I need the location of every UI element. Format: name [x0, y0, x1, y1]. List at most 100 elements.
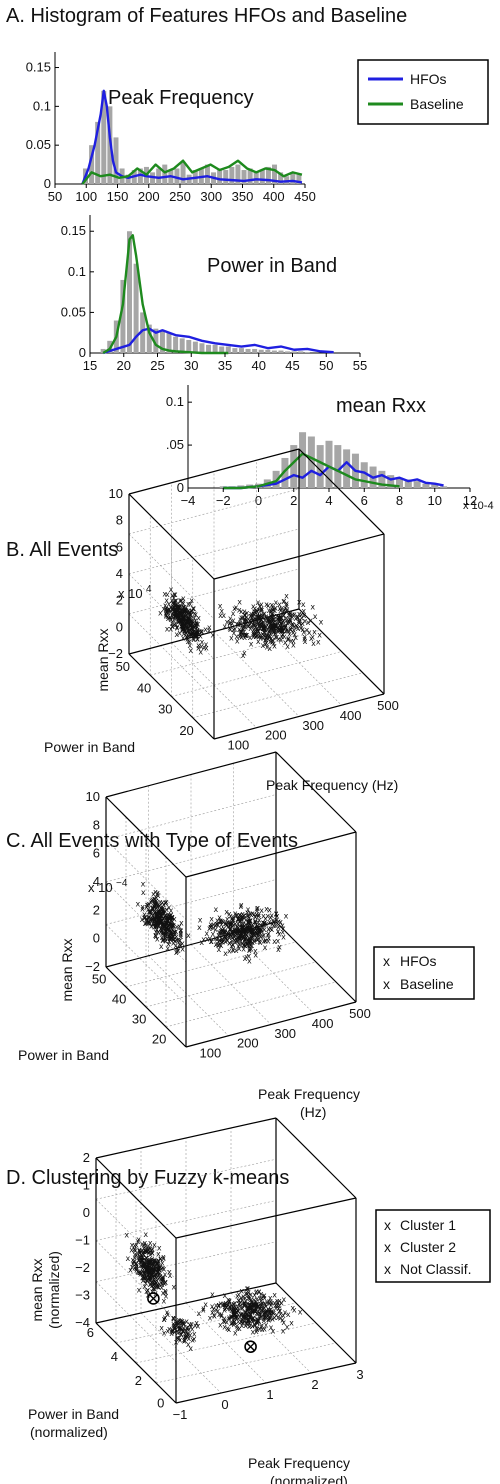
pC-point: x — [267, 917, 272, 926]
pD-point: x — [140, 1246, 145, 1255]
pB-point: x — [221, 611, 226, 620]
pC-point: x — [225, 936, 230, 945]
pD-point: x — [214, 1301, 219, 1310]
pD-point: x — [156, 1249, 161, 1258]
pC-point: x — [150, 914, 155, 923]
pC-point: x — [255, 904, 260, 913]
pC-point: x — [147, 899, 152, 908]
pB-point: x — [251, 632, 256, 641]
pB-point: x — [176, 612, 181, 621]
pC-point: x — [164, 905, 169, 914]
pB-point: x — [203, 625, 208, 634]
pB-point: x — [181, 609, 186, 618]
pC-point: x — [215, 939, 220, 948]
pC-point: x — [240, 939, 245, 948]
pB-point: x — [278, 613, 283, 622]
pC-point: x — [251, 930, 256, 939]
pC-point: x — [245, 927, 250, 936]
pB-point: x — [240, 624, 245, 633]
pC-point: x — [233, 932, 238, 941]
pC-point: x — [220, 934, 225, 943]
pB-point: x — [178, 609, 183, 618]
pB-point: x — [269, 622, 274, 631]
pD-point: x — [147, 1273, 152, 1282]
pD-point: x — [152, 1276, 157, 1285]
pC-point: x — [254, 933, 259, 942]
pB-point: x — [174, 605, 179, 614]
pC-point: x — [238, 930, 243, 939]
h2-line-hfo — [102, 327, 334, 355]
pC-point: x — [157, 907, 162, 916]
pB-point: x — [252, 609, 257, 618]
pB-point: x — [275, 617, 280, 626]
pC-point: x — [247, 926, 252, 935]
pB-edge — [213, 631, 300, 717]
pC-point: x — [153, 908, 158, 917]
legend-hfo-label: HFOs — [410, 71, 447, 87]
pD-point: x — [149, 1267, 154, 1276]
pB-point: x — [264, 614, 269, 623]
h1-bar — [278, 172, 284, 184]
pB-ztick-label: 4 — [116, 566, 123, 581]
pC-edge — [148, 955, 229, 1036]
h1-line-hfo — [81, 89, 303, 185]
h3-multiplier: x 10-4 — [463, 500, 494, 512]
pB-point: x — [179, 621, 184, 630]
pB-point: x — [229, 633, 234, 642]
pD-point: x — [157, 1265, 162, 1274]
h3-bar — [378, 470, 386, 488]
pC-point: x — [222, 927, 227, 936]
pB-point: x — [240, 624, 245, 633]
pC-edge — [105, 921, 277, 968]
pC-point: x — [240, 920, 245, 929]
pB-point: x — [182, 622, 187, 631]
pD-ztick-label: −4 — [75, 1315, 90, 1330]
pD-ytick-label: 4 — [111, 1349, 118, 1364]
h2-bar — [219, 346, 225, 353]
pB-point: x — [171, 610, 176, 619]
pD-point: x — [147, 1258, 152, 1267]
pD-point: x — [151, 1260, 156, 1269]
pC-point: x — [154, 928, 159, 937]
pB-point: x — [241, 651, 246, 660]
h2-ytick-label: 0.1 — [68, 264, 86, 279]
pB-point: x — [237, 625, 242, 634]
pB-point: x — [181, 603, 186, 612]
pB-point: x — [267, 625, 272, 634]
pB-point: x — [168, 624, 173, 633]
pC-point: x — [179, 927, 184, 936]
pB-point: x — [298, 624, 303, 633]
pC-point: x — [235, 926, 240, 935]
pC-point: x — [165, 913, 170, 922]
pD-point: x — [140, 1264, 145, 1273]
pB-point: x — [258, 614, 263, 623]
pB-point: x — [293, 614, 298, 623]
pC-point: x — [238, 927, 243, 936]
pC-point: x — [144, 919, 149, 928]
pC-point: x — [228, 920, 233, 929]
pC-point: x — [274, 909, 279, 918]
pD-ytick-label: 2 — [135, 1373, 142, 1388]
pB-point: x — [175, 600, 180, 609]
pB-point: x — [164, 612, 169, 621]
pB-point: x — [272, 617, 277, 626]
pC-ztick-label: 6 — [93, 846, 100, 861]
pB-point: x — [279, 604, 284, 613]
pB-point: x — [278, 613, 283, 622]
pB-point: x — [184, 611, 189, 620]
pB-point: x — [187, 629, 192, 638]
pC-point: x — [222, 927, 227, 936]
pB-point: x — [276, 624, 281, 633]
pD-point: x — [141, 1250, 146, 1259]
pD-point: x — [147, 1267, 152, 1276]
pC-point: x — [247, 926, 252, 935]
pB-point: x — [281, 611, 286, 620]
pB-point: x — [182, 602, 187, 611]
pC-point: x — [146, 900, 151, 909]
pC-point: x — [228, 930, 233, 939]
pC-point: x — [261, 911, 266, 920]
pC-point: x — [186, 931, 191, 940]
pB-point: x — [265, 621, 270, 630]
pC-point: x — [163, 930, 168, 939]
